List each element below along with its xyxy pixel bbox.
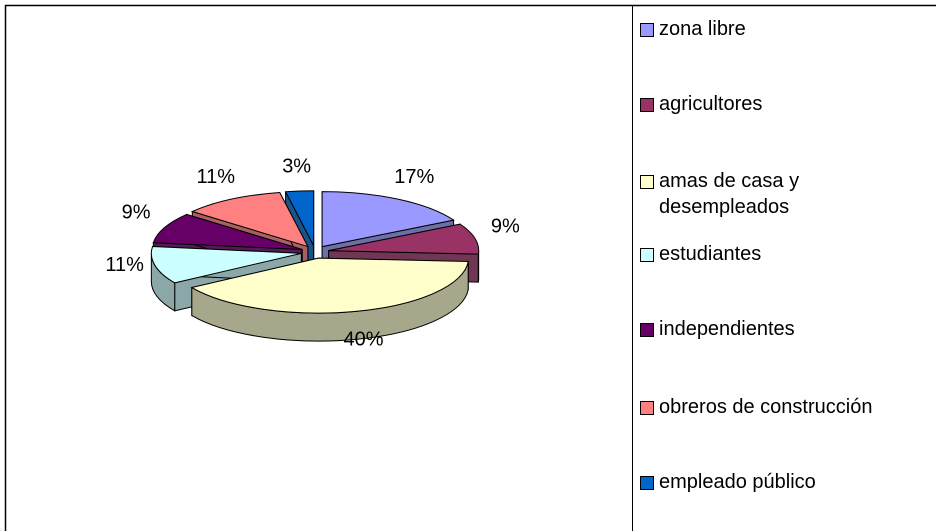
data-label: 9% [122,202,151,224]
data-label: 9% [491,215,520,237]
legend-label: independientes [659,318,795,340]
data-label: 11% [196,166,235,188]
legend: zona libre agricultores amas de casa y des… [640,0,936,531]
legend-item: empleado público [640,469,899,495]
legend-label: obreros de construcción [659,396,873,418]
legend-label: empleado público [659,471,816,493]
slice-top [190,257,469,314]
legend-item: estudiantes [640,241,899,267]
legend-item: agricultores [640,91,899,117]
data-label: 17% [394,166,434,188]
legend-item: obreros de construcción [640,394,899,420]
slice-top [150,245,302,284]
slice-top [152,213,303,250]
data-label: 11% [105,254,144,276]
data-label: 3% [282,156,311,178]
legend-item: zona libre [640,16,899,42]
slice [190,257,469,342]
legend-label: agricultores [659,93,763,115]
legend-label: zona libre [659,18,746,40]
legend-label: estudiantes [659,243,762,265]
legend-label: amas de casa y desempleados [659,170,800,218]
legend-swatch [640,401,654,415]
slice-top [321,191,455,248]
legend-swatch [640,248,654,262]
legend-swatch [640,98,654,112]
legend-swatch [640,323,654,337]
legend-item: independientes [640,316,899,342]
slice-top [284,190,315,246]
legend-item: amas de casa y desempleados [640,168,899,220]
chart-border [4,4,936,531]
legend-swatch [640,175,654,189]
data-label: 40% [343,329,383,351]
legend-swatch [640,23,654,37]
legend-swatch [640,476,654,490]
slice-top [190,192,309,248]
slice-top [328,223,480,255]
